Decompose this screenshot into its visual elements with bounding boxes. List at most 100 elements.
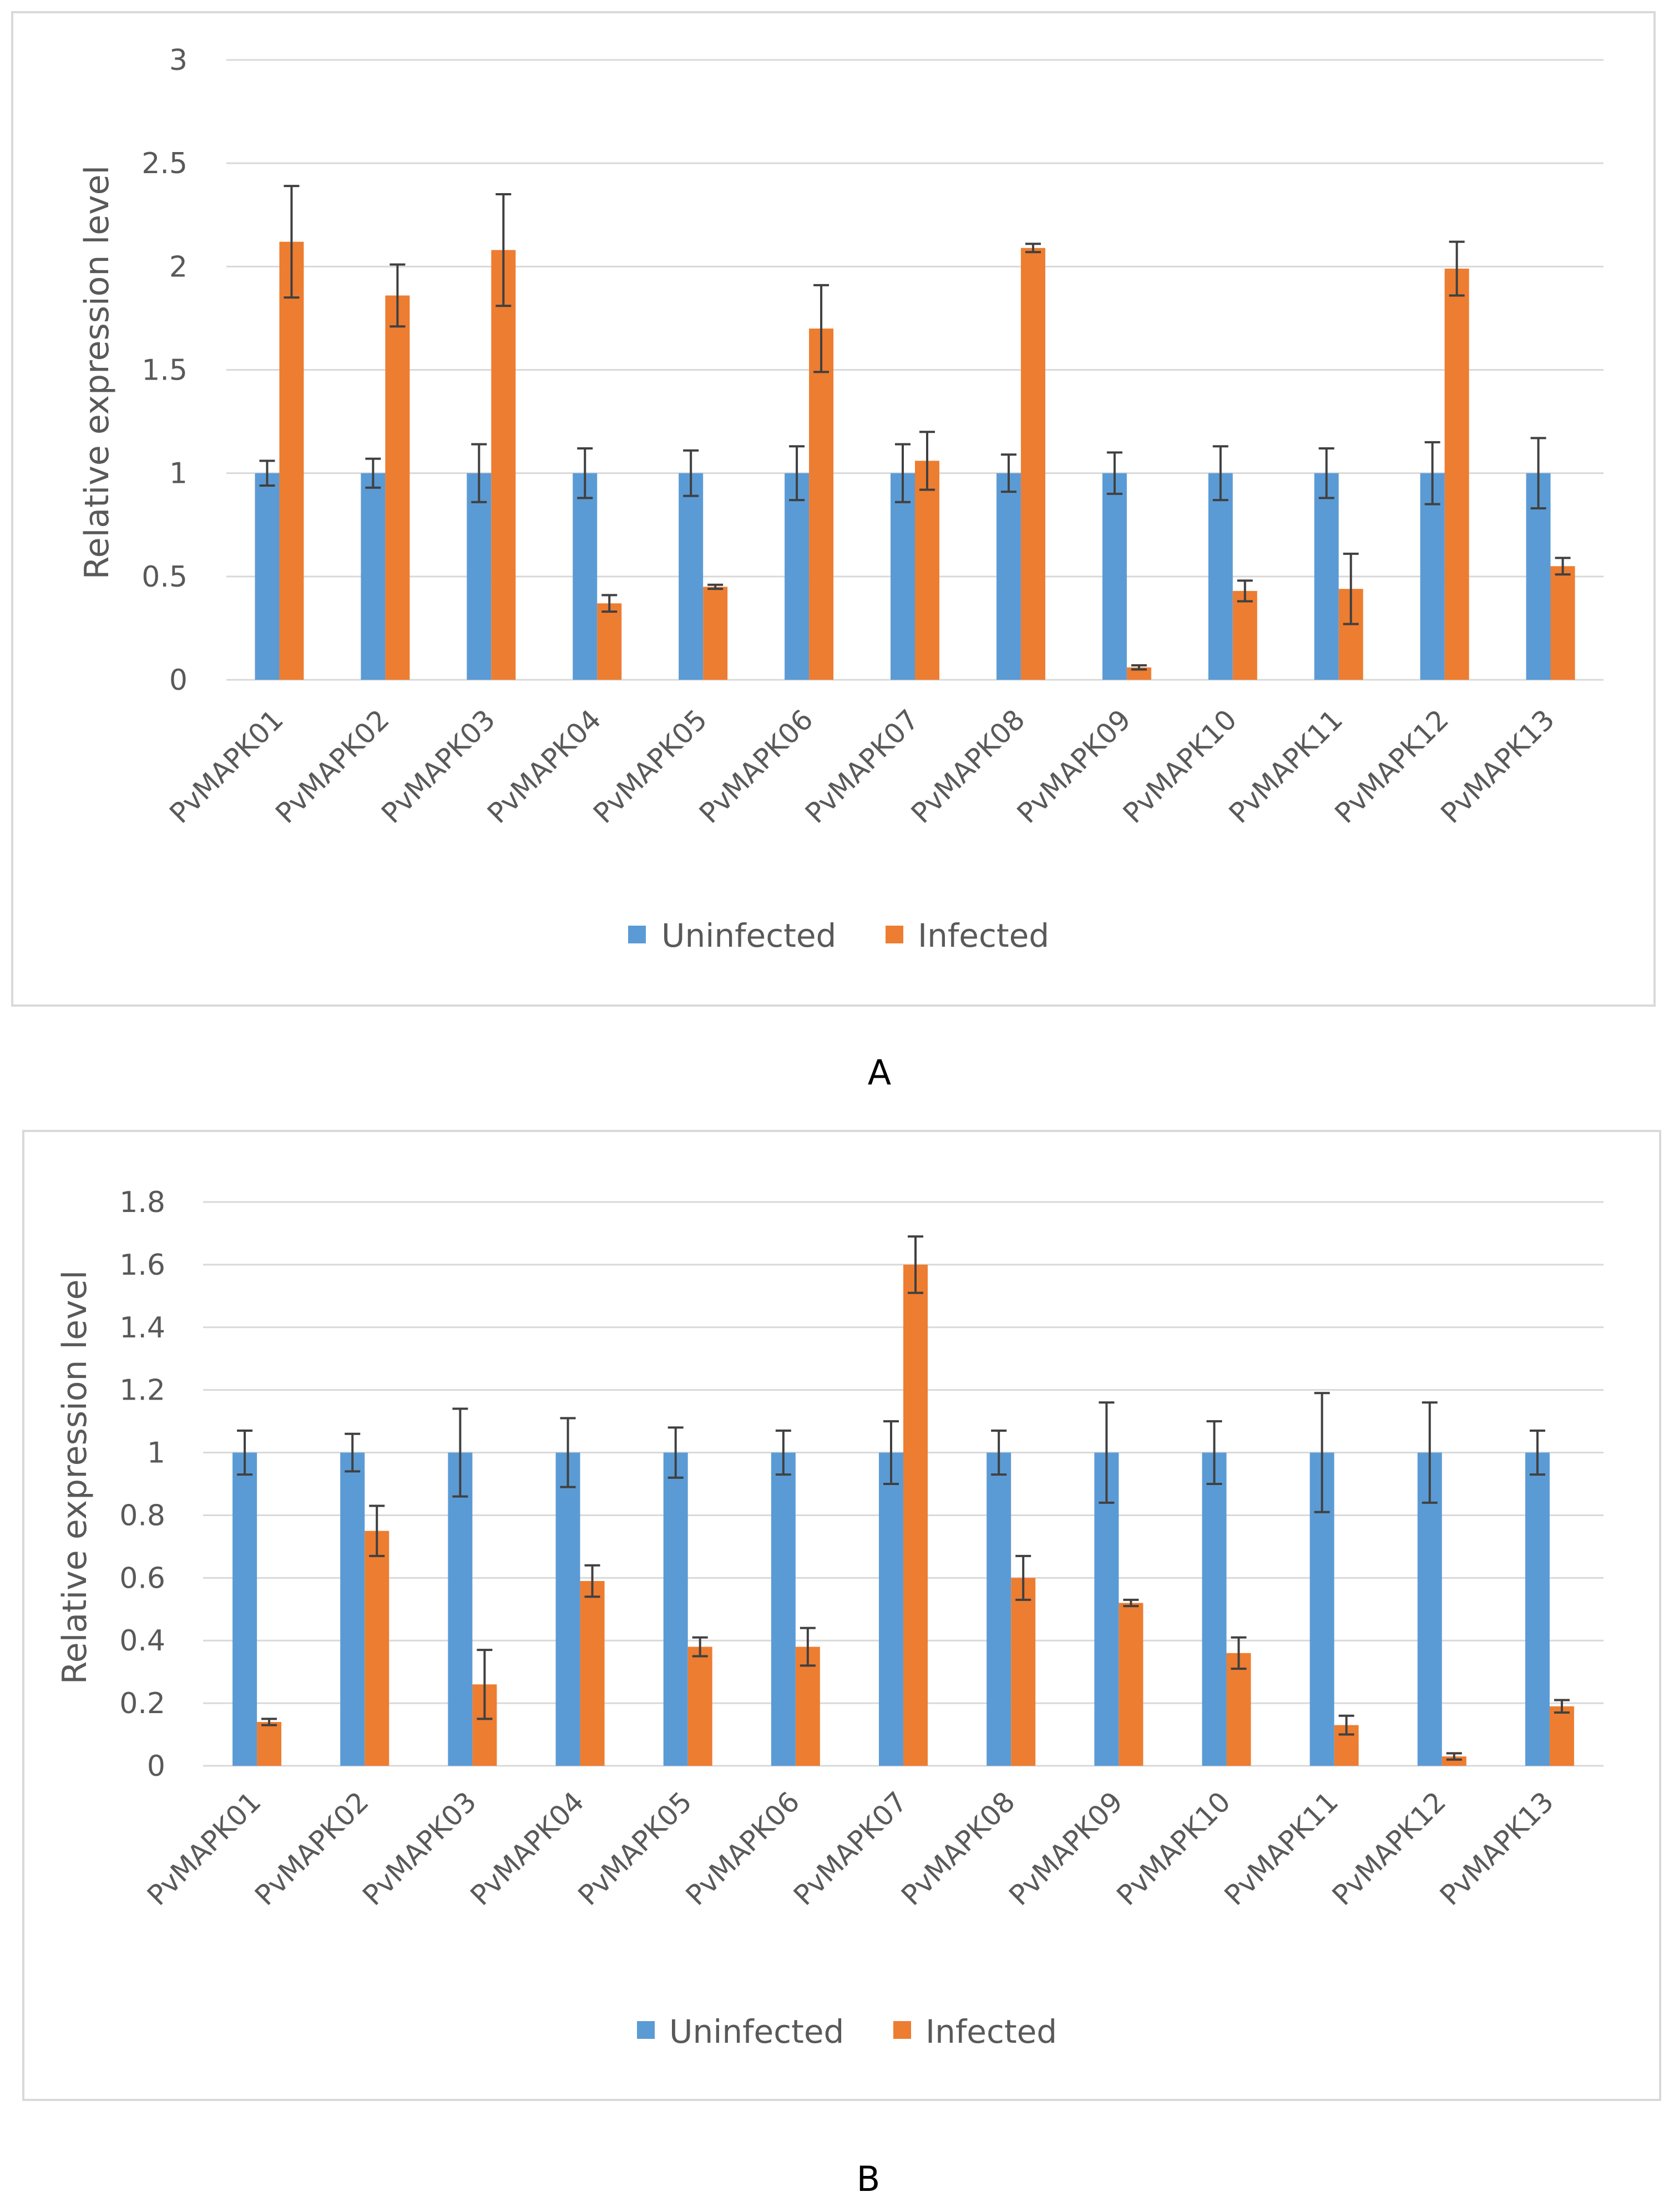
error-bar-uninfected-pvmapk09 — [1099, 1401, 1115, 1504]
y-tick-label: 0.4 — [119, 1624, 165, 1658]
error-bar-uninfected-pvmapk12 — [1422, 1401, 1438, 1504]
error-bar-uninfected-pvmapk10 — [1212, 445, 1228, 502]
bar-uninfected-pvmapk02 — [340, 1452, 365, 1766]
error-bar-infected-pvmapk11 — [1343, 552, 1359, 625]
error-bar-infected-pvmapk01 — [261, 1718, 277, 1726]
bar-infected-pvmapk13 — [1550, 566, 1575, 680]
chart-a-bars — [255, 241, 1575, 680]
chart-b-y-axis-label: Relative expression level — [55, 1270, 94, 1684]
y-tick-label: 1.2 — [119, 1374, 165, 1407]
error-bar-uninfected-pvmapk01 — [237, 1430, 253, 1476]
bar-uninfected-pvmapk06 — [771, 1452, 796, 1766]
error-bar-infected-pvmapk03 — [495, 193, 512, 307]
bar-uninfected-pvmapk03 — [467, 473, 492, 680]
y-tick-label: 2.5 — [141, 147, 188, 180]
error-bar-infected-pvmapk05 — [692, 1636, 708, 1658]
bar-infected-pvmapk04 — [580, 1580, 605, 1766]
chart-b-bars — [232, 1264, 1574, 1766]
legend-label-uninfected: Uninfected — [661, 917, 836, 955]
bar-infected-pvmapk04 — [597, 603, 622, 680]
y-tick-label: 0.5 — [141, 560, 188, 594]
error-bar-infected-pvmapk04 — [601, 594, 618, 613]
bar-infected-pvmapk13 — [1549, 1706, 1574, 1766]
error-bar-infected-pvmapk02 — [390, 263, 406, 328]
y-tick-label: 0 — [147, 1750, 165, 1783]
error-bar-uninfected-pvmapk05 — [667, 1426, 684, 1479]
error-bar-infected-pvmapk13 — [1555, 557, 1571, 576]
bar-uninfected-pvmapk03 — [448, 1452, 473, 1766]
error-bar-infected-pvmapk07 — [919, 431, 935, 491]
y-tick-label: 0.8 — [119, 1499, 165, 1532]
error-bar-uninfected-pvmapk06 — [789, 445, 805, 502]
error-bar-uninfected-pvmapk11 — [1318, 447, 1334, 499]
bar-uninfected-pvmapk06 — [785, 473, 810, 680]
legend-swatch-uninfected — [637, 2021, 655, 2039]
error-bar-uninfected-pvmapk04 — [577, 447, 593, 499]
bar-uninfected-pvmapk04 — [573, 473, 598, 680]
legend-label-infected: Infected — [918, 917, 1049, 955]
bar-uninfected-pvmapk05 — [679, 473, 704, 680]
bar-infected-pvmapk09 — [1119, 1603, 1144, 1766]
y-tick-label: 1.8 — [119, 1186, 165, 1219]
y-tick-label: 1 — [169, 457, 188, 491]
chart-b-border — [22, 1130, 1661, 2101]
error-bar-infected-pvmapk10 — [1231, 1636, 1247, 1670]
y-tick-label: 0.2 — [119, 1687, 165, 1720]
error-bar-uninfected-pvmapk10 — [1206, 1420, 1222, 1485]
y-tick-label: 0.6 — [119, 1562, 165, 1595]
y-tick-label: 1 — [147, 1437, 165, 1470]
bar-infected-pvmapk07 — [915, 461, 939, 680]
bar-infected-pvmapk10 — [1232, 590, 1257, 680]
error-bar-infected-pvmapk04 — [584, 1564, 600, 1598]
error-bar-uninfected-pvmapk02 — [365, 457, 381, 489]
bar-infected-pvmapk01 — [257, 1721, 282, 1766]
error-bar-infected-pvmapk07 — [908, 1235, 923, 1294]
error-bar-infected-pvmapk03 — [477, 1649, 493, 1720]
error-bar-infected-pvmapk11 — [1338, 1714, 1354, 1736]
bar-infected-pvmapk12 — [1444, 269, 1469, 680]
error-bar-infected-pvmapk02 — [369, 1504, 385, 1557]
legend-swatch-uninfected — [628, 926, 646, 943]
error-bar-uninfected-pvmapk08 — [991, 1430, 1007, 1476]
legend-label-infected: Infected — [925, 2013, 1057, 2051]
bar-uninfected-pvmapk04 — [555, 1452, 580, 1766]
y-tick-label: 1.6 — [119, 1249, 165, 1282]
bar-infected-pvmapk06 — [809, 329, 834, 680]
y-tick-label: 1.4 — [119, 1311, 165, 1345]
chart-a-gridlines — [226, 59, 1604, 681]
legend-swatch-infected — [893, 2021, 911, 2039]
bar-infected-pvmapk08 — [1011, 1578, 1036, 1766]
y-tick-label: 2 — [169, 250, 188, 284]
chart-panel-a: 00.511.522.53 Relative expression level … — [11, 11, 1656, 1093]
bar-uninfected-pvmapk10 — [1202, 1452, 1227, 1766]
error-bar-infected-pvmapk05 — [707, 583, 724, 590]
bar-uninfected-pvmapk05 — [663, 1452, 688, 1766]
error-bar-uninfected-pvmapk05 — [683, 449, 699, 497]
error-bar-infected-pvmapk06 — [813, 284, 830, 373]
error-bar-uninfected-pvmapk01 — [259, 459, 275, 487]
y-tick-label: 1.5 — [141, 354, 188, 387]
error-bar-uninfected-pvmapk12 — [1424, 441, 1440, 506]
bar-infected-pvmapk08 — [1020, 248, 1045, 680]
error-bar-infected-pvmapk09 — [1123, 1598, 1139, 1608]
bar-uninfected-pvmapk07 — [891, 473, 915, 680]
bar-uninfected-pvmapk02 — [361, 473, 386, 680]
bar-uninfected-pvmapk12 — [1420, 473, 1445, 680]
error-bar-uninfected-pvmapk03 — [471, 443, 487, 503]
error-bar-uninfected-pvmapk09 — [1106, 451, 1122, 495]
error-bar-uninfected-pvmapk04 — [560, 1417, 576, 1488]
chart-a-y-axis-label: Relative expression level — [78, 165, 117, 579]
bar-infected-pvmapk02 — [365, 1531, 390, 1766]
error-bar-infected-pvmapk08 — [1015, 1554, 1031, 1601]
error-bar-infected-pvmapk09 — [1131, 664, 1147, 671]
bar-infected-pvmapk02 — [385, 295, 410, 680]
error-bar-infected-pvmapk06 — [800, 1627, 816, 1667]
bar-uninfected-pvmapk09 — [1094, 1452, 1119, 1766]
bar-uninfected-pvmapk12 — [1417, 1452, 1442, 1766]
error-bar-infected-pvmapk08 — [1025, 243, 1041, 254]
error-bar-uninfected-pvmapk13 — [1529, 1430, 1545, 1476]
bar-uninfected-pvmapk07 — [879, 1452, 903, 1766]
error-bar-uninfected-pvmapk08 — [1000, 453, 1016, 493]
bar-infected-pvmapk07 — [903, 1264, 928, 1766]
